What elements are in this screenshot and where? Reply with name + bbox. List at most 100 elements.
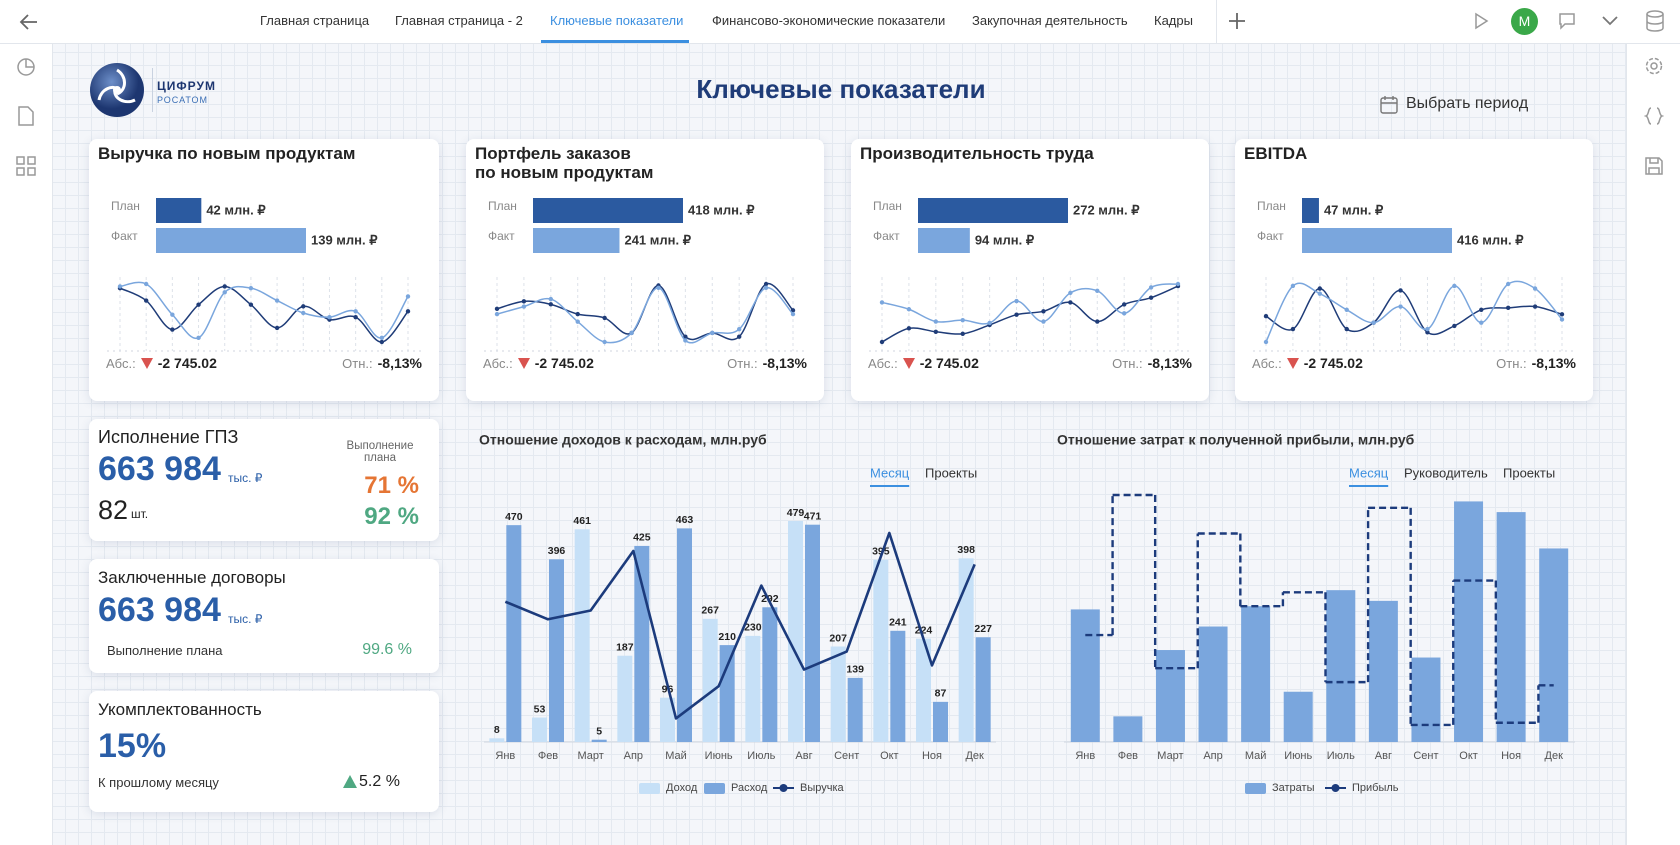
chart-tab[interactable]: Проекты — [925, 465, 977, 480]
plan-value: 99.6 % — [362, 641, 412, 658]
kpi-card: EBITDA Абс.: -2 745.02 Отн.: -8,13% — [1235, 139, 1593, 401]
value-label: 5 — [596, 725, 602, 737]
bar — [489, 738, 505, 742]
bar — [1113, 716, 1143, 742]
bar — [762, 607, 778, 742]
value-label: 267 — [701, 605, 719, 617]
x-tick-label: Ноя — [922, 750, 942, 762]
x-tick-label: Июль — [1327, 750, 1355, 762]
triangle-shape — [517, 357, 530, 369]
card-footer: Абс.: -2 745.02 Отн.: -8,13% — [868, 355, 1192, 371]
x-tick-label: Фев — [538, 750, 558, 762]
value-label: 53 — [534, 703, 546, 715]
amount: 663 984 — [98, 450, 221, 488]
card-title: EBITDA — [1244, 144, 1308, 163]
legend-label[interactable]: Выручка — [800, 782, 845, 794]
nav-tab[interactable]: Ключевые показатели — [550, 13, 684, 28]
widgets-icon[interactable] — [16, 156, 36, 176]
down-triangle — [902, 357, 915, 369]
back-button[interactable] — [18, 11, 40, 33]
code-icon[interactable] — [1644, 106, 1664, 126]
logo-mark — [90, 63, 144, 117]
nav-tab[interactable]: Главная страница — [260, 13, 370, 28]
nav-tab[interactable]: Финансово-экономические показатели — [712, 13, 946, 28]
bar — [805, 524, 820, 742]
bar — [1070, 609, 1100, 742]
legend-swatch — [639, 783, 660, 794]
page-title: Ключевые показатели — [696, 74, 986, 104]
active-tab-underline — [541, 40, 689, 43]
chart-tab[interactable]: Месяц — [870, 465, 910, 480]
chart-tab[interactable]: Месяц — [1349, 465, 1389, 480]
legend-swatch — [1245, 783, 1266, 794]
add-tab-button[interactable] — [1227, 11, 1247, 31]
card-footer: Абс.: -2 745.02 Отн.: -8,13% — [106, 355, 422, 371]
rel-value: -8,13% — [377, 355, 422, 371]
down-triangle — [517, 357, 530, 369]
abs-group: Абс.: -2 745.02 — [868, 355, 979, 371]
chart-tab[interactable]: Проекты — [1503, 465, 1555, 480]
card-title: Выручка по новым продуктам — [98, 144, 356, 163]
divider — [1216, 0, 1217, 43]
nav-tab[interactable]: Закупочная деятельность — [972, 13, 1128, 28]
menu-chevron[interactable] — [1601, 13, 1619, 29]
value-label: 479 — [787, 507, 805, 519]
abs-value: -2 745.02 — [1303, 355, 1363, 371]
x-tick-label: Июнь — [1284, 750, 1312, 762]
dashboard-icon[interactable] — [16, 57, 36, 77]
x-tick-label: Авг — [795, 750, 812, 762]
value-label: 227 — [974, 623, 992, 635]
document-icon[interactable] — [17, 106, 35, 126]
legend-label[interactable]: Доход — [666, 782, 698, 794]
x-tick-label: Окт — [1459, 750, 1478, 762]
chat-button[interactable] — [1557, 11, 1577, 31]
settings-icon[interactable] — [1644, 56, 1664, 76]
bar — [634, 545, 650, 742]
card-title: Укомплектованность — [98, 700, 262, 719]
abs-value: -2 745.02 — [157, 355, 217, 371]
legend-swatch — [779, 784, 788, 792]
amount: 663 984 — [98, 591, 221, 629]
bar — [617, 655, 633, 742]
bar — [745, 635, 761, 742]
x-tick-label: Май — [665, 750, 687, 762]
nav-tab[interactable]: Кадры — [1154, 13, 1193, 28]
value-label: 463 — [676, 514, 694, 526]
value-label: 207 — [829, 632, 847, 644]
bar — [916, 638, 931, 742]
nav-tab[interactable]: Главная страница - 2 — [395, 13, 523, 28]
legend-label[interactable]: Расход — [731, 782, 768, 794]
bar — [1539, 548, 1569, 742]
value-label: 87 — [935, 688, 947, 700]
card-title: по новым продуктам — [475, 163, 654, 182]
value-label: 8 — [494, 724, 500, 736]
save-icon[interactable] — [1644, 156, 1664, 176]
rel-value: -8,13% — [1147, 355, 1192, 371]
play-button[interactable] — [1472, 12, 1490, 30]
right-sidebar — [1626, 44, 1680, 845]
triangle-shape — [140, 357, 153, 369]
bar — [702, 618, 718, 742]
bar — [549, 559, 564, 742]
rel-group: Отн.: -8,13% — [1112, 355, 1192, 371]
x-tick-label: Янв — [495, 750, 515, 762]
triangle-shape — [902, 357, 915, 369]
bar — [1326, 590, 1356, 742]
period-button[interactable]: Выбрать период — [1406, 95, 1529, 112]
bar — [574, 529, 590, 742]
calendar-icon[interactable] — [1380, 95, 1398, 114]
x-tick-label: Апр — [1203, 750, 1222, 762]
avatar[interactable]: М — [1511, 8, 1538, 35]
logo-divider — [152, 68, 153, 112]
bar — [1198, 626, 1228, 742]
x-tick-label: Март — [1157, 750, 1183, 762]
chart-tab[interactable]: Руководитель — [1404, 465, 1488, 480]
value-label: 461 — [573, 515, 591, 527]
plan-label: Выполнение плана — [107, 643, 223, 658]
legend-label[interactable]: Прибыль — [1352, 782, 1399, 794]
value-label: 241 — [889, 617, 907, 629]
x-tick-label: Июль — [747, 750, 775, 762]
legend-label[interactable]: Затраты — [1272, 782, 1315, 794]
change-label: К прошлому месяцу — [98, 775, 219, 790]
database-button[interactable] — [1645, 9, 1665, 33]
